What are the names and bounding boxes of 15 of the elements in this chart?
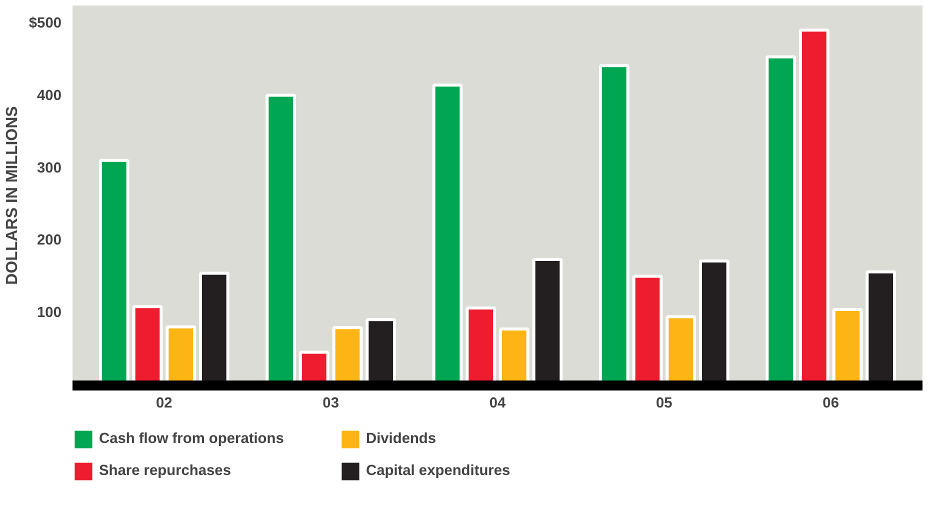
x-tick-label: 03 <box>322 396 339 412</box>
legend-label: Dividends <box>366 431 438 447</box>
y-tick-label: $500 <box>28 16 62 32</box>
x-tick-label: 04 <box>489 396 506 412</box>
legend-label: Share repurchases <box>99 463 232 479</box>
x-tick-label: 02 <box>156 396 172 412</box>
x-tick-label: 05 <box>656 396 672 412</box>
y-tick-label: 400 <box>37 88 62 104</box>
y-axis-title: DOLLARS IN MILLIONS <box>4 106 21 285</box>
legend-label: Cash flow from operations <box>99 431 285 447</box>
y-tick-label: 300 <box>37 160 62 176</box>
x-tick-label: 06 <box>822 396 839 412</box>
y-tick-label: 100 <box>37 305 62 322</box>
y-tick-label: 200 <box>37 232 62 249</box>
legend-label: Capital expenditures <box>366 463 512 479</box>
